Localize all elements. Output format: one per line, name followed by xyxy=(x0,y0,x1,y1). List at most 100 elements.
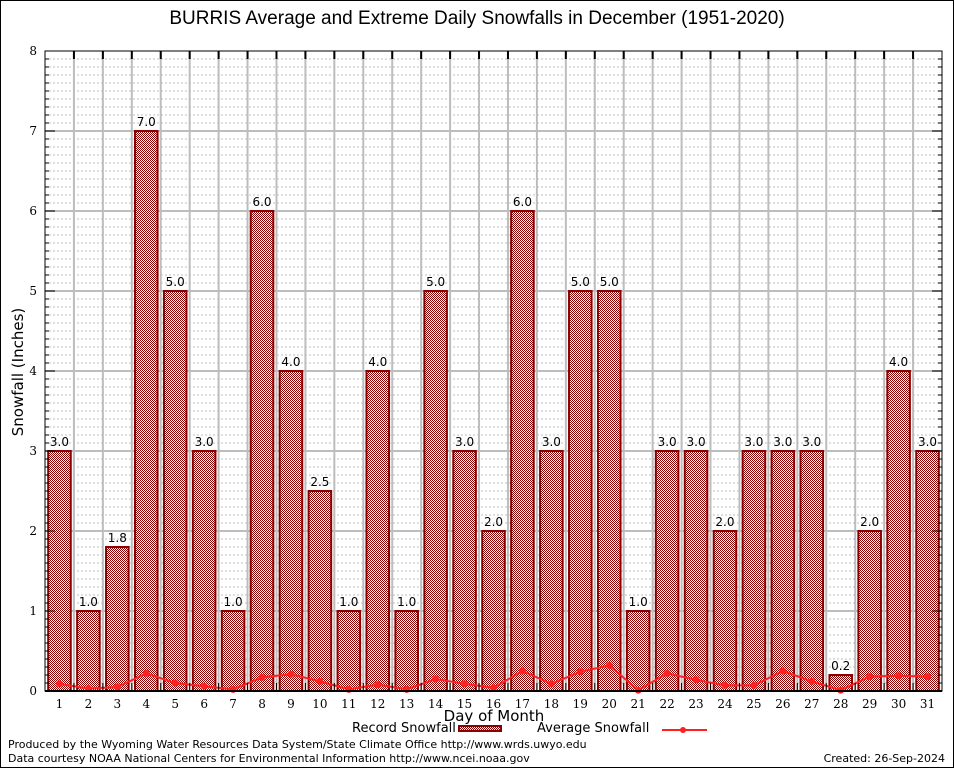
record-bar-day-4 xyxy=(133,130,159,692)
bar-value-label-day-22: 3.0 xyxy=(658,435,677,449)
record-bar-day-19 xyxy=(568,290,593,692)
bar-value-label-day-26: 3.0 xyxy=(773,435,792,449)
y-tick-label-6: 6 xyxy=(29,204,37,218)
average-point-day-8 xyxy=(258,673,266,681)
bar-value-label-day-27: 3.0 xyxy=(802,435,821,449)
average-point-day-16 xyxy=(490,684,497,692)
average-point-day-14 xyxy=(432,675,440,683)
record-bar-day-7 xyxy=(220,610,246,692)
x-tick-label-11: 11 xyxy=(341,697,356,711)
bar-value-label-day-21: 1.0 xyxy=(629,595,648,609)
average-point-day-12 xyxy=(374,681,382,689)
record-bar-day-1 xyxy=(47,450,72,692)
bar-value-label-day-8: 6.0 xyxy=(252,195,271,209)
bar-value-label-day-10: 2.5 xyxy=(310,475,329,489)
average-point-day-26 xyxy=(779,667,787,675)
x-tick-label-17: 17 xyxy=(515,697,530,711)
bar-value-label-day-20: 5.0 xyxy=(600,275,619,289)
x-tick-label-23: 23 xyxy=(688,697,703,711)
x-tick-label-5: 5 xyxy=(171,697,179,711)
bar-value-label-day-19: 5.0 xyxy=(571,275,590,289)
bar-value-label-day-3: 1.8 xyxy=(108,531,127,545)
average-point-day-24 xyxy=(721,681,729,689)
legend: Record Snowfall Average Snowfall xyxy=(0,721,954,737)
record-bar-day-12 xyxy=(365,370,391,692)
record-bar-day-5 xyxy=(162,290,188,692)
x-tick-label-10: 10 xyxy=(312,697,327,711)
y-tick-label-1: 1 xyxy=(29,604,37,618)
average-point-day-31 xyxy=(924,673,932,681)
legend-record-label: Record Snowfall xyxy=(352,721,456,736)
average-point-day-29 xyxy=(866,673,874,681)
x-tick-label-1: 1 xyxy=(56,697,64,711)
average-point-day-19 xyxy=(576,668,584,676)
bar-value-label-day-1: 3.0 xyxy=(50,435,69,449)
footer-produced-by: Produced by the Wyoming Water Resources … xyxy=(8,738,587,751)
bar-value-label-day-24: 2.0 xyxy=(715,515,734,529)
average-point-day-9 xyxy=(287,670,295,678)
legend-record-swatch xyxy=(458,725,502,732)
x-tick-label-30: 30 xyxy=(891,697,906,711)
bar-value-label-day-6: 3.0 xyxy=(195,435,214,449)
record-bar-day-22 xyxy=(654,450,680,692)
average-point-day-10 xyxy=(316,677,324,685)
y-tick-label-0: 0 xyxy=(29,684,37,698)
average-point-day-17 xyxy=(518,667,526,675)
bar-value-label-day-12: 4.0 xyxy=(368,355,387,369)
record-bar-day-23 xyxy=(683,450,709,692)
bar-value-label-day-23: 3.0 xyxy=(687,435,706,449)
record-bar-day-13 xyxy=(394,610,419,692)
y-tick-label-7: 7 xyxy=(29,124,37,138)
axes xyxy=(44,50,943,692)
average-point-day-4 xyxy=(142,669,150,677)
x-tick-label-25: 25 xyxy=(746,697,761,711)
x-tick-label-19: 19 xyxy=(573,697,588,711)
record-bars: 3.0 1.0 1.8 7.0 5.0 3.0 1.0 6.0 4.0 2.5 1.0 4.0 1.0 5… xyxy=(47,115,940,692)
x-tick-label-6: 6 xyxy=(200,697,208,711)
y-tick-label-2: 2 xyxy=(29,524,37,538)
bar-value-label-day-28: 0.2 xyxy=(831,659,850,673)
average-point-day-3 xyxy=(113,683,121,691)
record-bar-day-10 xyxy=(307,490,333,692)
bar-value-label-day-25: 3.0 xyxy=(744,435,763,449)
legend-average-label: Average Snowfall xyxy=(537,721,650,736)
footer-data-courtesy: Data courtesy NOAA National Centers for … xyxy=(8,752,530,765)
bar-value-label-day-16: 2.0 xyxy=(484,515,503,529)
bar-value-label-day-14: 5.0 xyxy=(426,275,445,289)
bar-value-label-day-18: 3.0 xyxy=(542,435,561,449)
x-tick-label-7: 7 xyxy=(229,697,237,711)
x-tick-label-8: 8 xyxy=(258,697,266,711)
y-tick-label-4: 4 xyxy=(29,364,37,378)
bar-value-label-day-11: 1.0 xyxy=(339,595,358,609)
average-point-day-22 xyxy=(663,669,671,677)
record-bar-day-3 xyxy=(105,546,130,692)
record-bar-day-8 xyxy=(249,210,275,692)
average-point-day-1 xyxy=(55,680,63,688)
bar-value-label-day-5: 5.0 xyxy=(166,275,185,289)
record-bar-day-9 xyxy=(278,370,304,692)
record-bar-day-20 xyxy=(596,290,622,692)
average-point-day-15 xyxy=(461,680,469,688)
bar-value-label-day-29: 2.0 xyxy=(860,515,879,529)
record-bar-day-17 xyxy=(510,210,535,692)
bar-value-label-day-31: 3.0 xyxy=(918,435,937,449)
bar-value-label-day-7: 1.0 xyxy=(224,595,243,609)
x-tick-label-15: 15 xyxy=(457,697,472,711)
x-tick-label-3: 3 xyxy=(114,697,122,711)
x-tick-label-9: 9 xyxy=(287,697,295,711)
bar-value-label-day-30: 4.0 xyxy=(889,355,908,369)
record-bar-day-31 xyxy=(915,450,940,692)
x-tick-label-2: 2 xyxy=(85,697,93,711)
record-bar-day-11 xyxy=(336,610,362,692)
average-point-day-6 xyxy=(200,682,208,690)
record-bar-day-24 xyxy=(712,530,738,692)
record-bar-day-26 xyxy=(770,450,796,692)
record-bar-day-18 xyxy=(539,450,564,692)
bar-value-label-day-15: 3.0 xyxy=(455,435,474,449)
record-bar-day-27 xyxy=(799,450,825,692)
record-bar-day-30 xyxy=(886,370,911,692)
legend-average-marker xyxy=(680,727,686,733)
record-bar-day-21 xyxy=(625,610,651,692)
